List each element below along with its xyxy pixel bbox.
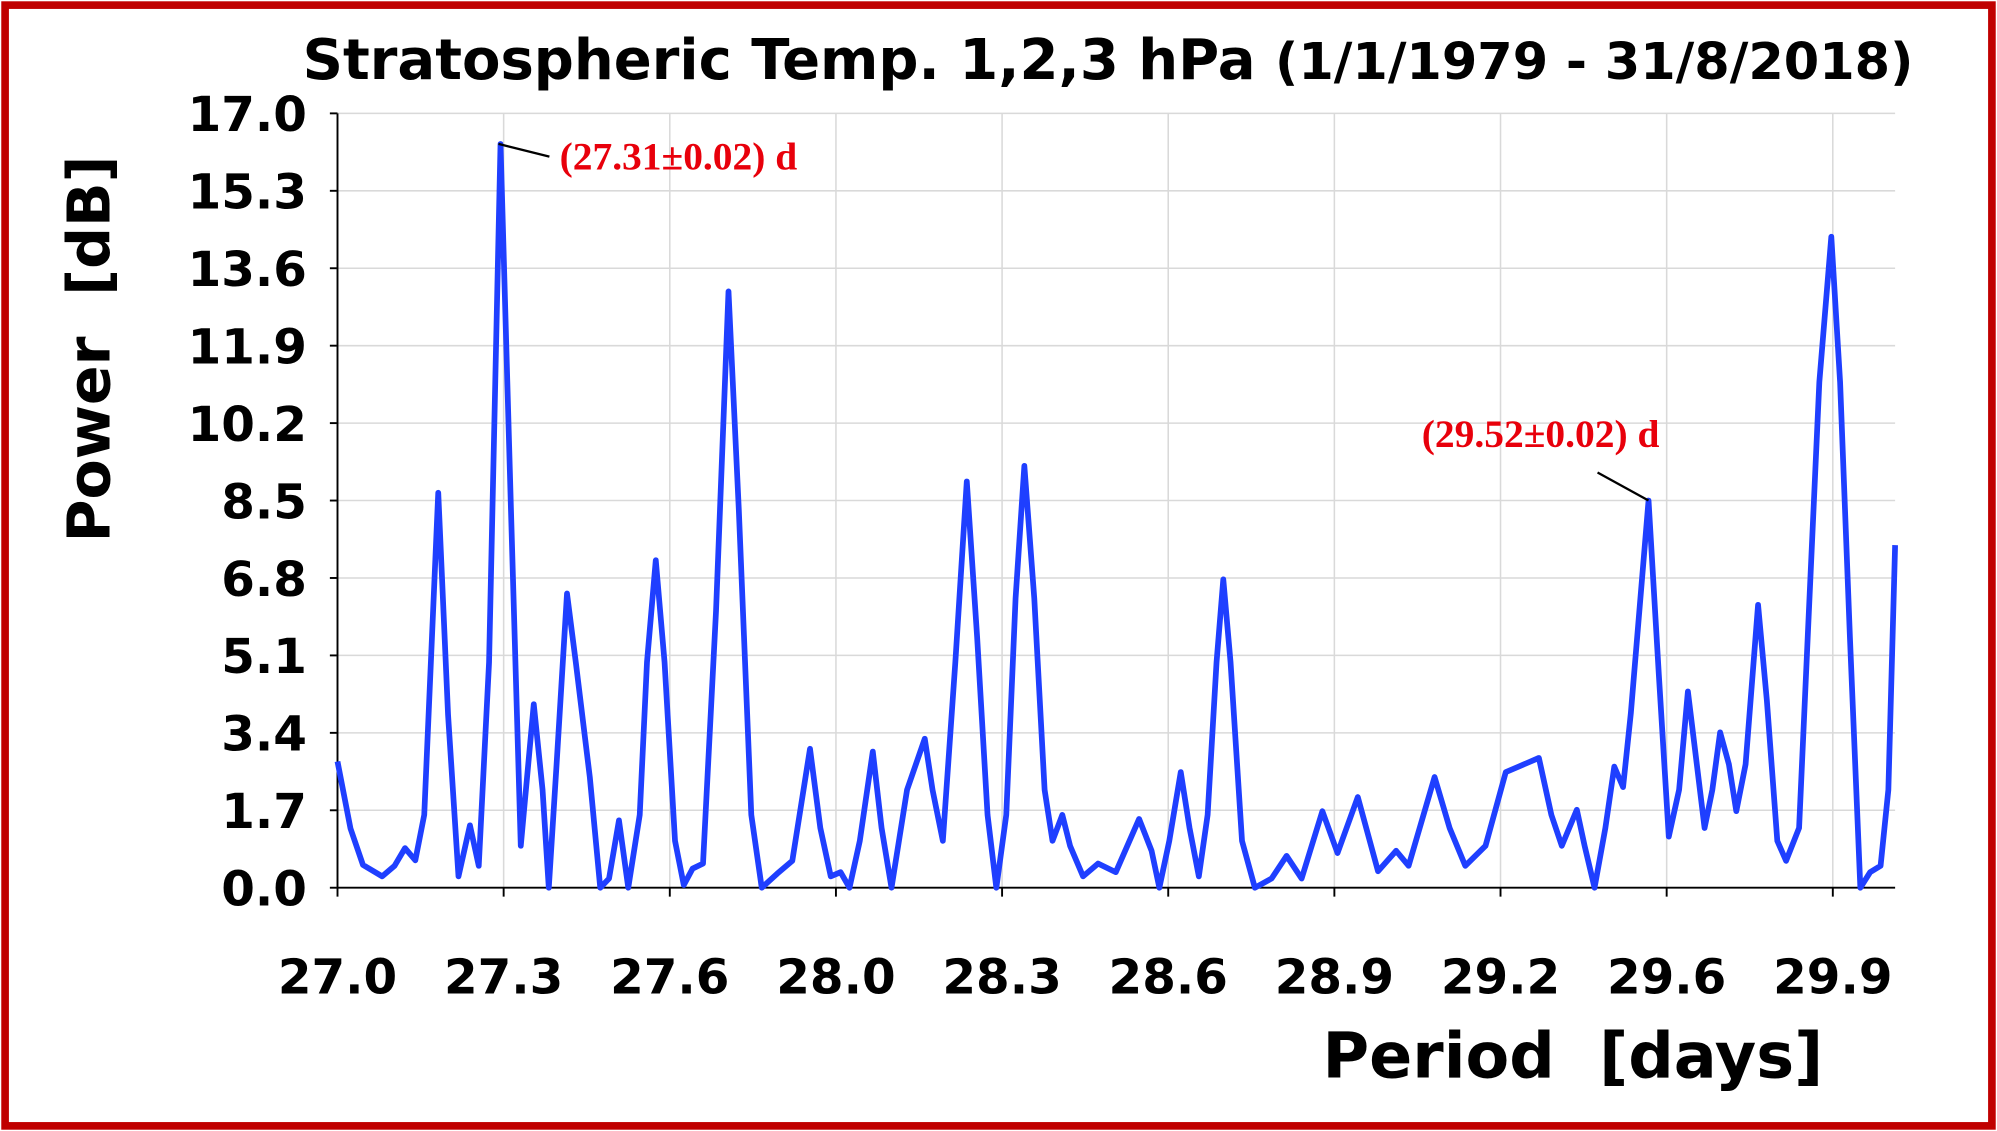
x-tick-label: 27.0 (278, 949, 397, 1005)
y-tick-label: 17.0 (188, 87, 307, 143)
x-tick-label: 29.2 (1441, 949, 1560, 1005)
y-tick-label: 5.1 (221, 629, 307, 685)
x-tick-label: 28.0 (776, 949, 895, 1005)
x-tick-label: 28.6 (1109, 949, 1228, 1005)
x-axis-label: Period [days] (1322, 1019, 1823, 1093)
annotation-leader (498, 142, 550, 158)
x-tick-label: 29.6 (1607, 949, 1726, 1005)
y-tick-label: 6.8 (221, 552, 307, 608)
annotation: (29.52±0.02) d (1422, 412, 1660, 456)
y-tick-label: 10.2 (188, 397, 307, 453)
x-tick-label: 29.9 (1773, 949, 1892, 1005)
x-tick-label: 27.6 (610, 949, 729, 1005)
annotation: (27.31±0.02) d (560, 134, 798, 178)
subtitle: (1/1/1979 - 31/8/2018) (1275, 33, 1913, 92)
annotation-leader (1596, 471, 1650, 502)
line-series (334, 141, 1898, 891)
y-tick-label: 15.3 (188, 165, 307, 221)
title: Stratospheric Temp. 1,2,3 hPa (303, 28, 1256, 93)
y-tick-label: 0.0 (221, 862, 307, 918)
chart-title: Stratospheric Temp. 1,2,3 hPa (1/1/1979 … (303, 28, 1914, 93)
x-tick-label: 28.3 (942, 949, 1061, 1005)
y-tick-label: 13.6 (188, 242, 307, 298)
x-tick-label: 27.3 (444, 949, 563, 1005)
y-tick-label: 11.9 (188, 320, 307, 376)
x-tick-label: 28.9 (1275, 949, 1394, 1005)
y-axis-label: Power [dB] (56, 156, 124, 543)
y-tick-label: 8.5 (221, 474, 307, 530)
y-tick-label: 3.4 (221, 707, 307, 763)
y-tick-label: 1.7 (221, 784, 307, 840)
